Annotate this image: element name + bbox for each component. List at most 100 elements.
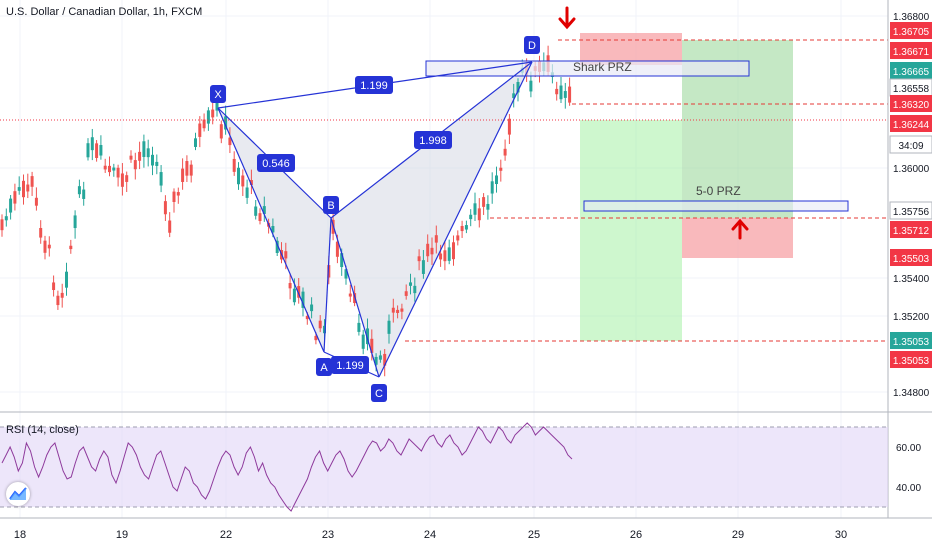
candle-body: [155, 161, 159, 166]
candle-body: [159, 172, 163, 186]
price-label-bg: [889, 135, 932, 154]
candle-body: [378, 355, 382, 360]
candle-body: [168, 220, 172, 233]
candle-body: [125, 175, 129, 182]
candle-body: [456, 235, 460, 241]
point-label-text: X: [214, 89, 222, 101]
candle-body: [512, 93, 516, 99]
price-label-text: 1.35053: [893, 337, 930, 348]
ratio-label-bg: [355, 76, 393, 94]
candle-body: [47, 244, 51, 249]
price-label-bg: [890, 115, 932, 132]
candle-body: [30, 176, 34, 187]
price-label-bg: [890, 95, 932, 112]
price-axis[interactable]: 1.36800 1.36000 1.35400 1.35200 1.34800: [893, 12, 930, 399]
candle-body: [202, 119, 206, 129]
candle-body: [241, 175, 245, 187]
tradingview-logo-icon[interactable]: [6, 482, 30, 506]
sell-arrow-icon: [558, 6, 576, 30]
candle-body: [82, 189, 86, 199]
candle-body: [77, 186, 81, 195]
rsi-axis[interactable]: 60.00 40.00: [896, 443, 921, 494]
candle-body: [482, 197, 486, 207]
candle-body: [17, 187, 21, 191]
candle-body: [529, 80, 533, 92]
candle-body: [249, 180, 253, 185]
candle-body: [34, 197, 38, 206]
rsi-tick-label: 40.00: [896, 483, 921, 494]
candlestick-series: [0, 45, 572, 377]
candle-body: [245, 187, 249, 198]
time-tick-label: 19: [116, 529, 128, 541]
price-label-text: 1.35053: [893, 356, 930, 367]
candle-body: [185, 161, 189, 176]
candle-body: [22, 180, 25, 198]
candle-body: [361, 334, 365, 349]
price-label-text: 1.36705: [893, 27, 930, 38]
candle-body: [163, 201, 167, 215]
candle-body: [138, 151, 142, 161]
candle-body: [232, 158, 236, 172]
candle-body: [563, 91, 567, 98]
time-tick-label: 24: [424, 529, 436, 541]
time-tick-label: 29: [732, 529, 744, 541]
candle-body: [133, 160, 137, 170]
candle-body: [413, 285, 417, 294]
price-tick-label: 1.35200: [893, 312, 930, 323]
five-zero-prz-box: [583, 200, 849, 212]
candle-body: [254, 206, 258, 216]
price-label-stack: 1.36705 1.36671 1.36665 1.36558 1.36320 1.362…: [889, 22, 932, 368]
candle-body: [374, 356, 378, 365]
point-label-bg: [210, 85, 226, 103]
candle-body: [426, 243, 430, 257]
ratio-label-text: 1.199: [336, 360, 364, 372]
candle-body: [211, 109, 215, 118]
candle-body: [73, 215, 77, 229]
candle-body: [348, 293, 352, 297]
candle-body: [129, 155, 133, 160]
candle-body: [499, 167, 503, 171]
price-label-bg: [890, 221, 932, 238]
candle-body: [460, 225, 464, 232]
candle-body: [90, 137, 94, 151]
price-label-text: 34:09: [898, 141, 923, 152]
buy-arrow-icon: [731, 218, 749, 240]
candle-body: [464, 225, 468, 230]
candle-body: [219, 124, 223, 139]
candle-body: [507, 118, 511, 135]
candle-body: [297, 286, 301, 298]
candle-body: [60, 292, 64, 298]
rsi-band: [0, 427, 888, 507]
price-label-bg: [890, 22, 932, 39]
rsi-title: RSI (14, close): [6, 424, 79, 436]
point-label-bg: [524, 36, 540, 54]
price-label-text: 1.36244: [893, 120, 930, 131]
candle-body: [181, 168, 185, 182]
price-label-text: 1.36665: [893, 67, 930, 78]
price-label-bg: [890, 42, 932, 59]
price-tick-label: 1.36000: [893, 164, 930, 175]
candle-body: [56, 295, 60, 306]
candle-body: [198, 123, 202, 137]
candle-body: [391, 307, 395, 313]
candle-body: [314, 335, 318, 341]
candle-body: [447, 247, 451, 261]
candle-body: [305, 315, 309, 320]
point-label-bg: [371, 384, 387, 402]
candle-body: [0, 219, 4, 231]
point-label-text: B: [327, 200, 334, 212]
candle-body: [430, 247, 434, 255]
time-axis[interactable]: 18 19 22 23 24 25 26 29 30: [14, 529, 847, 541]
shark-prz-label: Shark PRZ: [573, 60, 632, 74]
candle-body: [340, 253, 344, 268]
price-label-text: 1.36558: [893, 84, 930, 95]
candle-body: [151, 154, 154, 166]
candle-body: [473, 203, 477, 215]
rsi-line: [1, 422, 573, 512]
ratio-label-bg: [257, 154, 295, 172]
candle-body: [39, 227, 43, 238]
candle-body: [189, 164, 193, 176]
candle-body: [284, 251, 288, 259]
short-stop-zone: [580, 33, 682, 65]
